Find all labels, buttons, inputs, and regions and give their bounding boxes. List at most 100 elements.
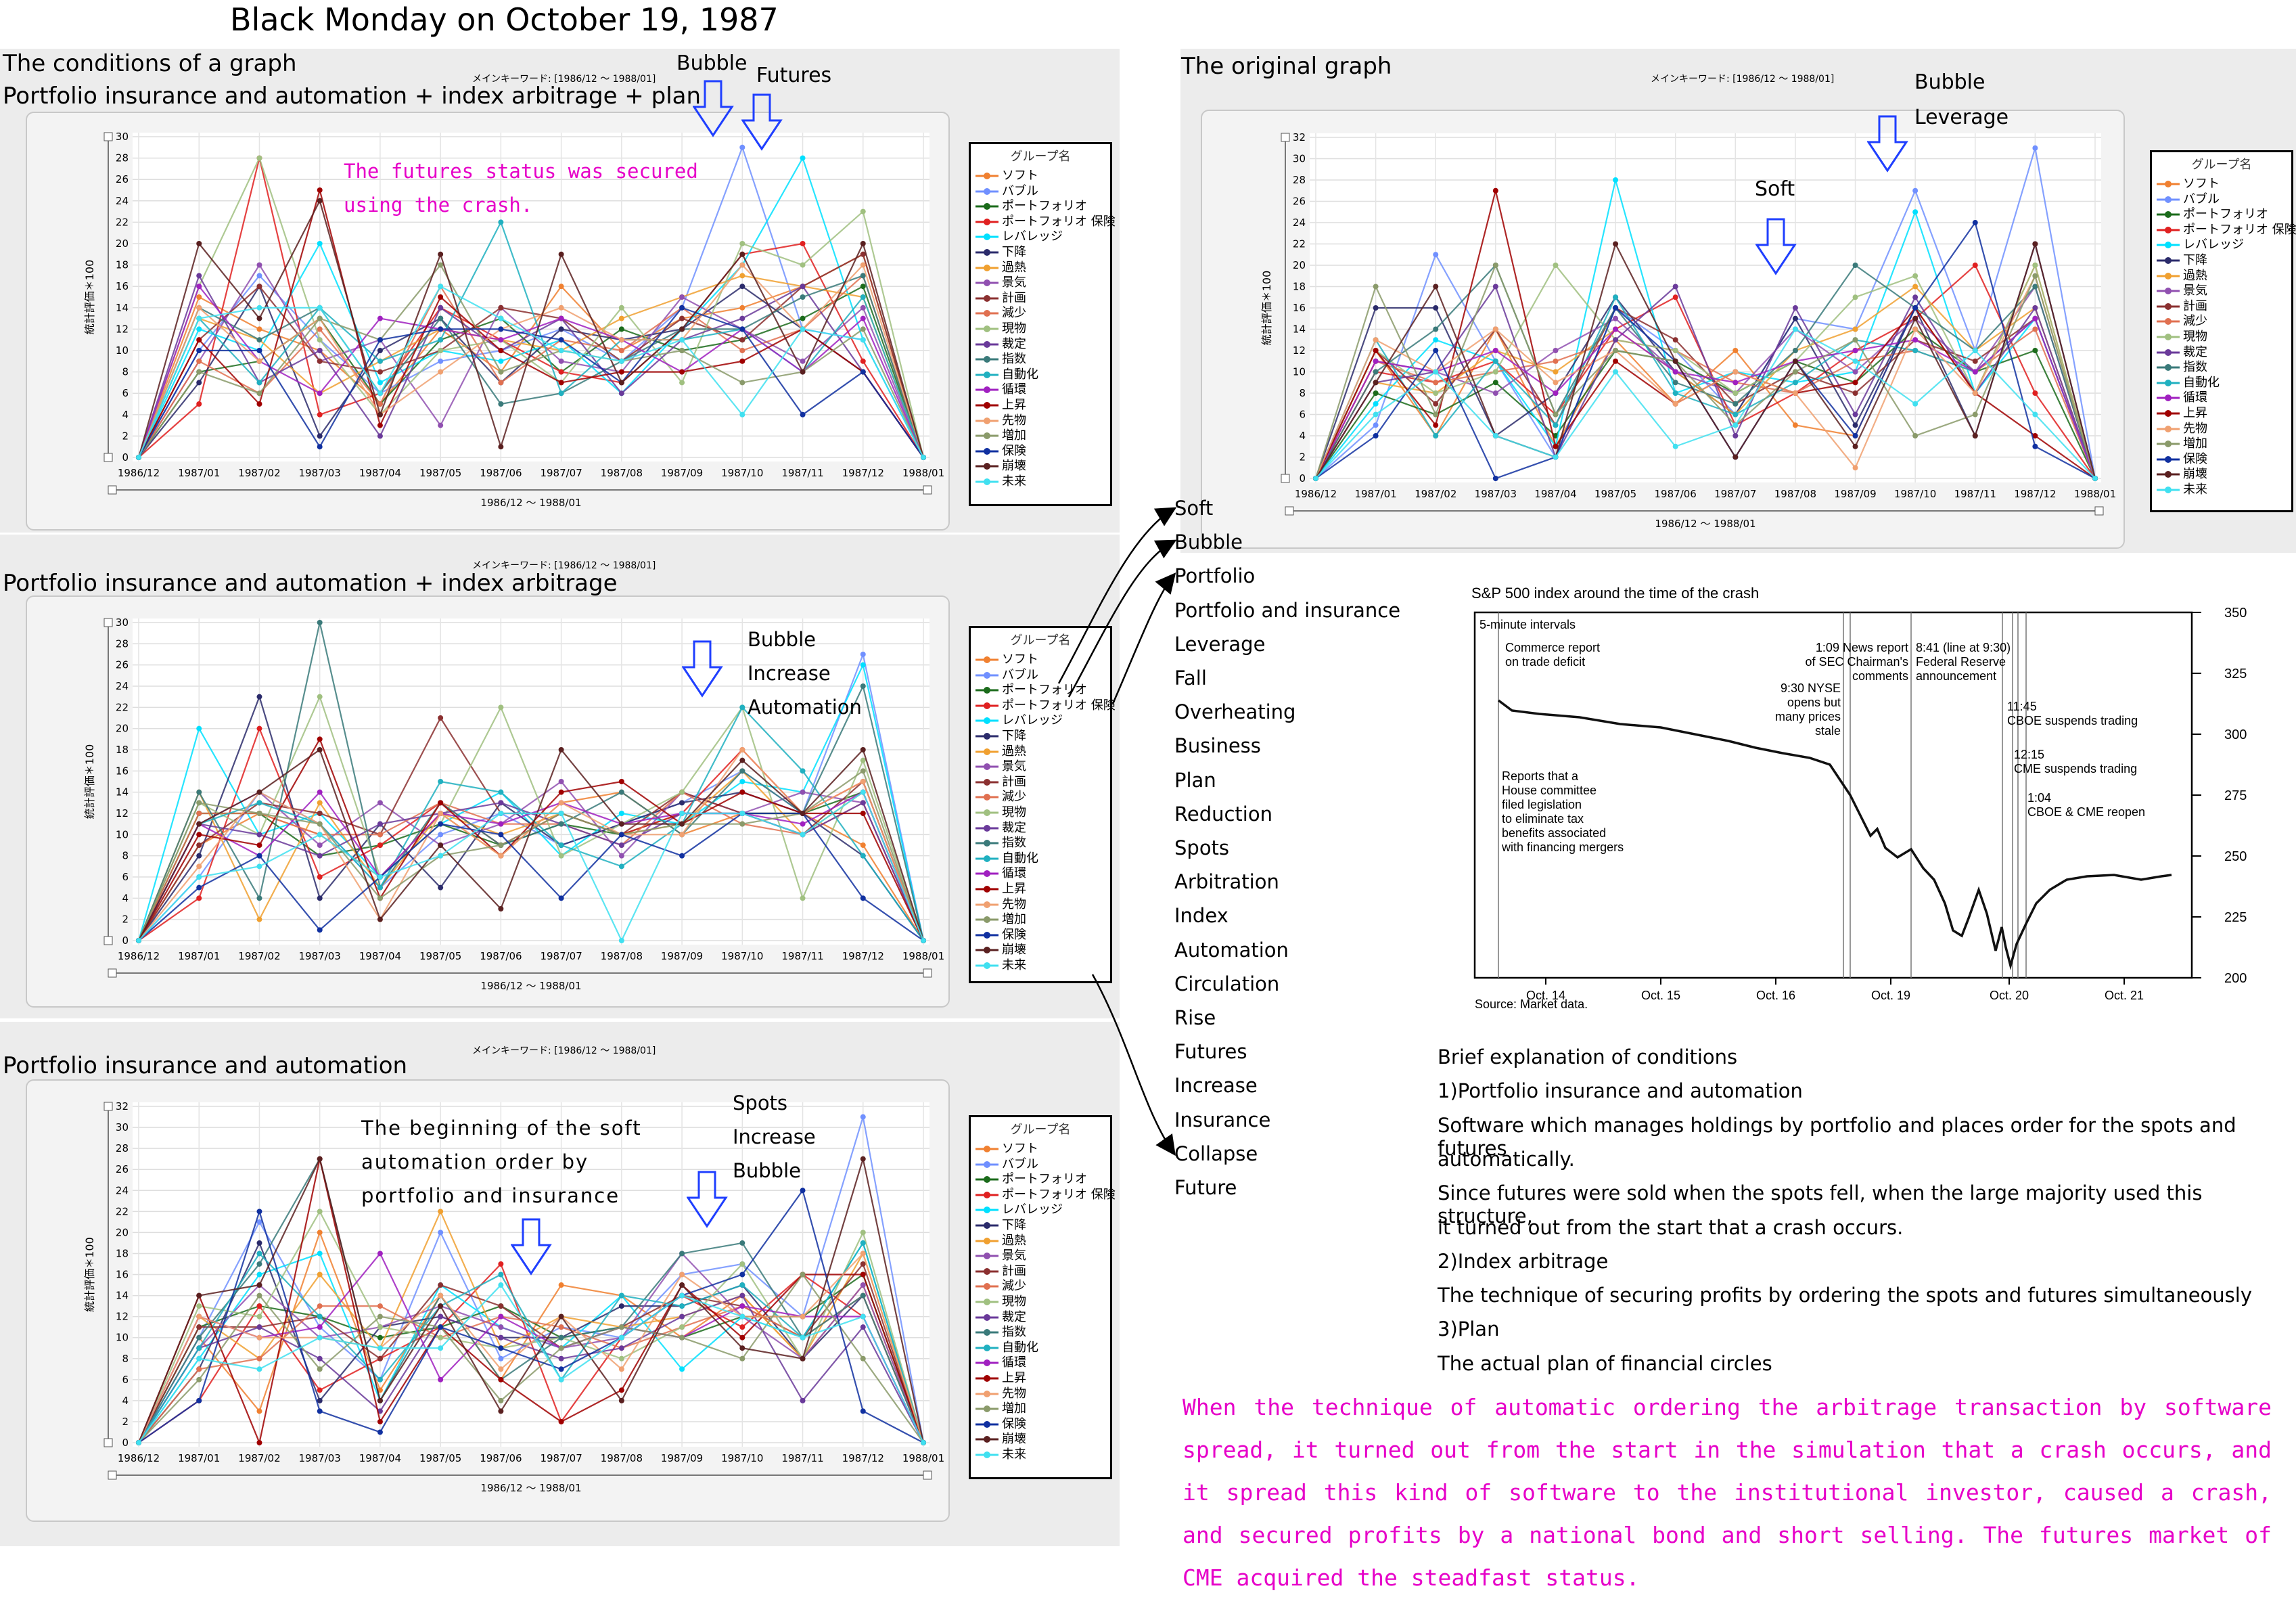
legend-item[interactable]: バブル [971,668,1110,683]
legend-item[interactable]: 下降 [971,729,1110,744]
legend-item[interactable]: 崩壊 [971,459,1110,474]
legend-item[interactable]: レバレッジ [971,713,1110,729]
legend-item[interactable]: 自動化 [971,851,1110,867]
legend-item[interactable]: 下降 [971,245,1110,261]
legend-item[interactable]: 減少 [971,306,1110,321]
legend-item[interactable]: バブル [971,184,1110,200]
legend-item[interactable]: 上昇 [971,398,1110,413]
legend-item[interactable]: 先物 [971,1387,1110,1402]
scroll-up-icon[interactable] [104,618,113,627]
legend-item[interactable]: ソフト [2152,177,2291,192]
legend-item[interactable]: 先物 [971,897,1110,913]
scroll-left-icon[interactable] [108,1470,117,1480]
scroll-right-icon[interactable] [923,485,932,495]
legend-item[interactable]: 指数 [971,836,1110,851]
legend-item[interactable]: 循環 [971,866,1110,882]
legend-item[interactable]: 景気 [971,275,1110,291]
legend-item[interactable]: ソフト [971,1142,1110,1157]
legend-item[interactable]: 減少 [971,1279,1110,1294]
legend-item[interactable]: ポートフォリオ 保険 [2152,223,2296,238]
legend-item[interactable]: 保険 [2152,452,2291,468]
legend-item[interactable]: 崩壊 [971,1432,1110,1447]
legend-item[interactable]: 未来 [971,958,1110,974]
legend-item[interactable]: 指数 [971,1325,1110,1341]
legend-item[interactable]: 過熱 [2152,269,2291,284]
scroll-left-icon[interactable] [1285,506,1294,516]
legend-item[interactable]: 保険 [971,444,1110,459]
legend-item[interactable]: 下降 [971,1218,1110,1234]
scroll-right-icon[interactable] [923,968,932,978]
legend-item[interactable]: 増加 [2152,436,2291,452]
legend-item[interactable]: 裁定 [971,821,1110,836]
legend-item[interactable]: 景気 [971,759,1110,775]
scroll-right-icon[interactable] [923,1470,932,1480]
scroll-left-icon[interactable] [108,968,117,978]
legend-item[interactable]: ポートフォリオ 保険 [971,215,1116,230]
scroll-down-icon[interactable] [1281,474,1290,483]
legend-item[interactable]: 景気 [2152,284,2291,299]
legend-item[interactable]: バブル [2152,192,2291,208]
scroll-up-icon[interactable] [1281,133,1290,142]
legend-item[interactable]: 自動化 [971,367,1110,383]
legend-item[interactable]: 先物 [971,413,1110,429]
legend-item[interactable]: バブル [971,1157,1110,1173]
legend-item[interactable]: 崩壊 [971,943,1110,958]
scroll-right-icon[interactable] [2094,506,2104,516]
legend-item[interactable]: レバレッジ [971,229,1110,245]
legend-item[interactable]: 保険 [971,928,1110,943]
legend-item[interactable]: 過熱 [971,1234,1110,1249]
legend-item[interactable]: ポートフォリオ [971,199,1110,215]
legend-item[interactable]: 計画 [971,291,1110,307]
legend-item[interactable]: 未来 [971,474,1110,490]
legend-item[interactable]: ソフト [971,652,1110,668]
legend-item[interactable]: 現物 [2152,330,2291,345]
legend-item[interactable]: 裁定 [971,1310,1110,1326]
legend-item[interactable]: 指数 [971,352,1110,367]
legend-item[interactable]: ポートフォリオ 保険 [971,698,1116,714]
legend-item[interactable]: 崩壊 [2152,467,2291,482]
legend-item[interactable]: 計画 [971,1264,1110,1280]
legend-item[interactable]: 増加 [971,428,1110,444]
legend-item[interactable]: ソフト [971,168,1110,184]
legend-item[interactable]: ポートフォリオ [971,1172,1110,1188]
legend-item[interactable]: 現物 [971,805,1110,821]
legend-item[interactable]: 指数 [2152,360,2291,376]
legend-item[interactable]: 過熱 [971,261,1110,276]
legend-item[interactable]: 現物 [971,321,1110,337]
legend-item[interactable]: 過熱 [971,744,1110,760]
legend-item[interactable]: 増加 [971,912,1110,928]
legend-item[interactable]: 増加 [971,1401,1110,1417]
scroll-up-icon[interactable] [104,1102,113,1111]
legend-item[interactable]: ポートフォリオ [971,683,1110,698]
legend-item[interactable]: 現物 [971,1294,1110,1310]
legend-item[interactable]: 上昇 [971,882,1110,897]
scroll-left-icon[interactable] [108,485,117,495]
legend-item[interactable]: 先物 [2152,422,2291,437]
legend-item[interactable]: レバレッジ [971,1202,1110,1218]
legend-item[interactable]: 減少 [971,790,1110,805]
legend-item[interactable]: 自動化 [2152,376,2291,391]
legend-item[interactable]: 裁定 [2152,345,2291,361]
legend-item[interactable]: 下降 [2152,253,2291,269]
legend-item[interactable]: 自動化 [971,1341,1110,1356]
legend-item[interactable]: ポートフォリオ [2152,207,2291,223]
scroll-down-icon[interactable] [104,1438,113,1447]
legend-item[interactable]: 未来 [2152,482,2291,498]
legend-item[interactable]: 減少 [2152,314,2291,330]
legend-item[interactable]: 景気 [971,1248,1110,1264]
legend-item[interactable]: 保険 [971,1417,1110,1433]
legend-item[interactable]: 上昇 [971,1371,1110,1387]
legend-item[interactable]: 循環 [971,1355,1110,1371]
scroll-down-icon[interactable] [104,936,113,945]
legend-item[interactable]: 循環 [2152,390,2291,406]
legend-item[interactable]: ポートフォリオ 保険 [971,1188,1116,1203]
legend-item[interactable]: 計画 [971,775,1110,790]
scroll-down-icon[interactable] [104,453,113,462]
legend-item[interactable]: 循環 [971,382,1110,398]
scroll-up-icon[interactable] [104,132,113,141]
legend-item[interactable]: 裁定 [971,337,1110,353]
legend-item[interactable]: 上昇 [2152,406,2291,422]
legend-item[interactable]: 計画 [2152,299,2291,315]
legend-item[interactable]: レバレッジ [2152,238,2291,253]
legend-item[interactable]: 未来 [971,1447,1110,1463]
